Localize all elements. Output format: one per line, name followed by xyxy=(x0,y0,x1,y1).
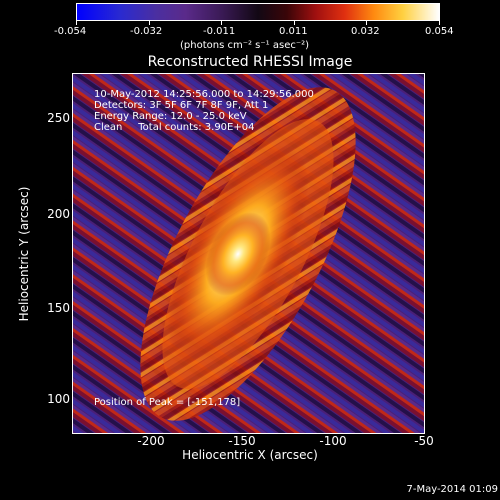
colorbar-tick-label: 0.032 xyxy=(351,26,380,37)
y-tick-label: 200 xyxy=(47,207,70,221)
colorbar-tick xyxy=(294,21,295,25)
colorbar-tick-label: -0.011 xyxy=(203,26,236,37)
colorbar-tick-label: 0.011 xyxy=(279,26,308,37)
colorbar-tick xyxy=(439,21,440,25)
method-counts-text: Clean Total counts: 3.90E+04 xyxy=(94,122,255,133)
colorbar xyxy=(76,3,440,21)
colorbar-tick xyxy=(366,21,367,25)
colorbar-tick-label: -0.032 xyxy=(130,26,163,37)
timestamp: 7-May-2014 01:09 xyxy=(406,484,498,495)
colorbar-tick-label: 0.054 xyxy=(425,26,454,37)
y-tick-label: 250 xyxy=(47,111,70,125)
peak-position-text: Position of Peak = [-151,178] xyxy=(94,397,241,408)
colorbar-tick xyxy=(149,21,150,25)
x-tick-label: -150 xyxy=(228,434,256,448)
y-tick-label: 100 xyxy=(47,392,70,406)
colorbar-tick-label: -0.054 xyxy=(54,26,87,37)
rhessi-image-canvas xyxy=(73,74,424,433)
colorbar-tick xyxy=(221,21,222,25)
x-tick-label: -100 xyxy=(319,434,347,448)
image-title: Reconstructed RHESSI Image xyxy=(147,54,353,70)
colorbar-tick xyxy=(76,21,77,25)
time-range-text: 10-May-2012 14:25:56.000 to 14:29:56.000 xyxy=(94,89,314,100)
colorbar-units: (photons cm⁻² s⁻¹ asec⁻²) xyxy=(180,40,310,51)
x-axis-title: Heliocentric X (arcsec) xyxy=(182,448,318,462)
rhessi-image-plot xyxy=(72,73,425,434)
x-tick-label: -200 xyxy=(137,434,165,448)
energy-range-text: Energy Range: 12.0 - 25.0 keV xyxy=(94,111,247,122)
detectors-text: Detectors: 3F 5F 6F 7F 8F 9F, Att 1 xyxy=(94,100,269,111)
x-tick-label: -50 xyxy=(414,434,434,448)
y-tick-label: 150 xyxy=(47,301,70,315)
y-axis-title: Heliocentric Y (arcsec) xyxy=(17,186,31,322)
